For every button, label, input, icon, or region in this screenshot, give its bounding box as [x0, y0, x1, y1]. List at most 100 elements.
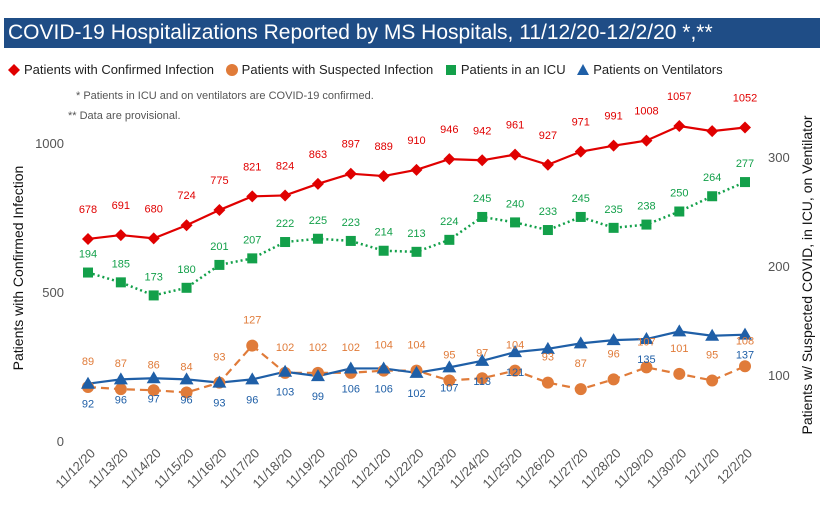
square-marker-icon: [445, 64, 456, 75]
series-4-marker: [212, 375, 227, 388]
series-1-marker: [673, 120, 686, 133]
series-4-data-label: 96: [246, 394, 258, 406]
series-4-marker: [179, 372, 194, 385]
series-3-data-label: 223: [342, 217, 360, 229]
series-1-marker: [640, 134, 653, 147]
series-3-marker: [674, 206, 685, 217]
series-3-data-label: 225: [309, 215, 327, 227]
series-2-data-label: 104: [374, 340, 392, 352]
y-right-tick-label: 200: [768, 259, 790, 274]
x-tick-label: 12/1/20: [681, 446, 722, 487]
series-4-data-label: 93: [213, 398, 225, 410]
series-4-marker: [540, 341, 555, 354]
series-4-marker: [278, 364, 293, 377]
series-1-data-label: 724: [177, 190, 195, 202]
series-3-marker: [477, 211, 488, 222]
series-1-marker: [377, 170, 390, 183]
series-1-marker: [443, 153, 456, 166]
series-2-marker: [541, 376, 554, 389]
y-left-tick-label: 500: [42, 285, 64, 300]
series-4-marker: [672, 324, 687, 337]
series-2-data-label: 87: [115, 358, 127, 370]
y-right-tick-label: 100: [768, 368, 790, 383]
series-2-data-label: 86: [148, 359, 160, 371]
series-3-marker: [214, 259, 225, 270]
series-3-marker: [510, 217, 521, 228]
series-1-data-label: 910: [407, 135, 425, 147]
series-1-marker: [706, 125, 719, 138]
series-3-data-label: 250: [670, 188, 688, 200]
series-2-data-label: 108: [736, 335, 754, 347]
series-4-data-label: 107: [440, 382, 458, 394]
series-4-data-label: 106: [374, 383, 392, 395]
series-3-data-label: 194: [79, 249, 97, 261]
series-2-marker: [114, 383, 127, 396]
series-1-data-label: 1008: [634, 106, 658, 118]
legend-item-suspected: Patients with Suspected Infection: [225, 62, 434, 77]
series-4-data-label: 92: [82, 399, 94, 411]
series-3-marker: [740, 177, 750, 188]
series-2-data-label: 95: [443, 349, 455, 361]
y-left-tick-label: 0: [57, 434, 64, 449]
series-3-data-label: 224: [440, 216, 458, 228]
legend-item-ventilators: Patients on Ventilators: [577, 62, 723, 77]
series-2-data-label: 84: [180, 361, 192, 373]
series-1-data-label: 824: [276, 160, 294, 172]
series-2-data-label: 102: [309, 342, 327, 354]
circle-marker-icon: [225, 63, 238, 76]
series-2-marker: [147, 384, 160, 397]
series-2-data-label: 96: [607, 348, 619, 360]
series-3-data-label: 245: [572, 193, 590, 205]
diamond-marker-icon: [8, 63, 20, 76]
legend: Patients with Confirmed Infection Patien…: [8, 62, 731, 82]
triangle-marker-icon: [577, 63, 590, 75]
series-1-marker: [213, 204, 226, 217]
series-1-data-label: 991: [604, 111, 622, 123]
series-1-marker: [541, 158, 554, 171]
series-1-data-label: 942: [473, 125, 491, 137]
series-4-data-label: 96: [180, 394, 192, 406]
series-1-data-label: 946: [440, 124, 458, 136]
series-4-marker: [409, 365, 424, 378]
series-4-marker: [310, 369, 325, 382]
series-3-marker: [707, 191, 718, 202]
series-2-data-label: 87: [575, 358, 587, 370]
series-4-marker: [376, 361, 391, 374]
series-1-marker: [180, 219, 193, 232]
series-1-data-label: 821: [243, 161, 261, 173]
series-3-marker: [411, 246, 422, 257]
footnote-icu: * Patients in ICU and on ventilators are…: [76, 90, 374, 102]
legend-label-suspected: Patients with Suspected Infection: [241, 62, 434, 77]
series-2-data-label: 127: [243, 315, 261, 327]
series-3-data-label: 264: [703, 172, 721, 184]
series-1-data-label: 927: [539, 130, 557, 142]
series-2-data-label: 102: [276, 342, 294, 354]
series-4-marker: [343, 361, 358, 374]
series-2-data-label: 93: [213, 352, 225, 364]
series-3-marker: [345, 235, 356, 246]
series-3-data-label: 201: [210, 241, 228, 253]
series-2-marker: [607, 373, 620, 386]
series-1-marker: [82, 232, 94, 245]
series-4-data-label: 99: [312, 391, 324, 403]
chart-title: COVID-19 Hospitalizations Reported by MS…: [4, 18, 820, 48]
series-2-marker: [640, 361, 653, 374]
series-1-data-label: 961: [506, 120, 524, 132]
legend-label-ventilators: Patients on Ventilators: [593, 62, 723, 77]
series-2-marker: [509, 364, 522, 377]
series-3-marker: [115, 277, 126, 288]
series-2-marker: [180, 386, 193, 399]
series-3-data-label: 213: [407, 228, 425, 240]
series-2-data-label: 104: [506, 340, 524, 352]
series-2-marker: [739, 360, 751, 373]
series-3-data-label: 180: [177, 264, 195, 276]
series-4-data-label: 121: [506, 367, 524, 379]
series-1-marker: [739, 121, 751, 134]
series-2-marker: [476, 372, 489, 385]
series-1-data-label: 691: [112, 200, 130, 212]
series-4-marker: [573, 336, 588, 349]
series-1-marker: [509, 148, 522, 161]
series-2-marker: [246, 339, 259, 352]
series-2-data-label: 101: [670, 343, 688, 355]
